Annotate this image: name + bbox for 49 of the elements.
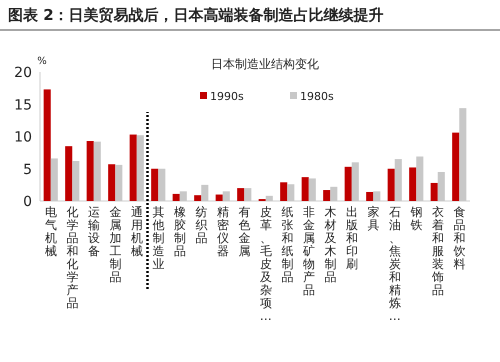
legend-label: 1980s bbox=[300, 90, 334, 103]
bar bbox=[366, 192, 374, 201]
x-tick-label: 化学品和化学产品 bbox=[66, 205, 78, 310]
x-tick-label: 纺织品 bbox=[195, 205, 208, 245]
y-tick-label: 0 bbox=[23, 194, 32, 210]
bar bbox=[44, 89, 51, 201]
bar bbox=[452, 132, 460, 201]
legend-label: 1990s bbox=[210, 90, 244, 103]
bar bbox=[280, 182, 288, 201]
x-tick-label: 电气机械 bbox=[44, 205, 57, 258]
x-tick-label: 通用机械 bbox=[130, 205, 143, 258]
x-tick-label: 纸张和纸制品 bbox=[281, 205, 294, 284]
bar bbox=[172, 194, 180, 201]
bar bbox=[388, 168, 395, 201]
bar bbox=[302, 177, 309, 201]
bar bbox=[237, 188, 244, 201]
x-tick-label: 金属加工制品 bbox=[109, 205, 122, 284]
bar bbox=[409, 167, 416, 201]
bar bbox=[151, 168, 158, 201]
bar bbox=[194, 195, 202, 201]
y-axis-title: % bbox=[37, 56, 47, 67]
x-tick-label: 运输设备 bbox=[88, 205, 100, 258]
x-tick-label: 食品和饮料 bbox=[452, 205, 466, 271]
bar bbox=[323, 190, 330, 201]
x-tick-label: 其他制造业 bbox=[152, 205, 164, 271]
x-tick-label: 出版和印刷 bbox=[346, 205, 358, 271]
category-label: 石油、焦炭和精炼… bbox=[388, 205, 401, 323]
bar bbox=[344, 166, 352, 201]
x-tick-label: 非金属矿物产品 bbox=[302, 205, 315, 297]
x-tick-label: 衣着和服装饰品 bbox=[430, 205, 444, 297]
x-tick-label: 钢铁 bbox=[409, 205, 422, 232]
y-tick-label: 20 bbox=[14, 65, 32, 81]
x-tick-label: 家具 bbox=[367, 205, 380, 232]
x-tick-label: 木材及木制品 bbox=[323, 205, 336, 284]
bar bbox=[86, 141, 94, 201]
x-tick-label: 有色金属 bbox=[238, 205, 250, 258]
bar bbox=[216, 194, 223, 201]
x-tick-label: 橡胶制品 bbox=[174, 205, 186, 258]
chart-title: 图表 2：日美贸易战后，日本高端装备制造占比继续提升 bbox=[8, 6, 384, 24]
bar bbox=[65, 146, 72, 201]
y-tick-label: 15 bbox=[14, 97, 32, 114]
bar bbox=[108, 164, 116, 201]
bar bbox=[130, 134, 137, 201]
x-tick-label: 精密仪器 bbox=[216, 205, 229, 258]
y-tick-label: 10 bbox=[14, 130, 32, 146]
bar bbox=[430, 182, 438, 201]
y-tick-label: 5 bbox=[23, 162, 32, 178]
chart-subtitle: 日本制造业结构变化 bbox=[211, 57, 319, 71]
category-label: 皮革、毛皮及杂项… bbox=[260, 205, 272, 323]
